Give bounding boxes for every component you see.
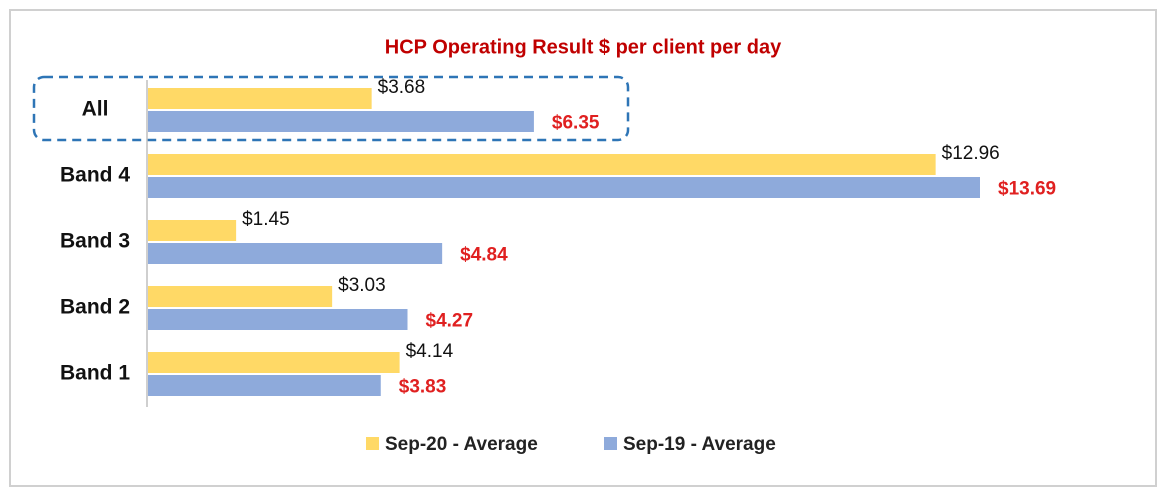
- data-label: $4.84: [460, 245, 508, 266]
- data-label: $3.68: [378, 77, 426, 98]
- bar: [148, 286, 333, 307]
- legend-swatch: [366, 437, 379, 450]
- legend-label: Sep-20 - Average: [385, 434, 538, 455]
- category-label: Band 3: [60, 230, 130, 253]
- data-label: $13.69: [998, 179, 1056, 200]
- bar: [148, 220, 237, 241]
- data-label: $4.14: [406, 341, 454, 362]
- highlight-box: [32, 75, 630, 142]
- data-label: $1.45: [242, 209, 290, 230]
- data-label: $12.96: [942, 143, 1000, 164]
- bar: [148, 243, 443, 264]
- chart-title: HCP Operating Result $ per client per da…: [385, 36, 782, 58]
- category-label: Band 4: [60, 164, 130, 187]
- data-label: $3.03: [338, 275, 386, 296]
- data-label: $3.83: [399, 377, 447, 398]
- bar: [148, 154, 936, 175]
- category-label: Band 1: [60, 362, 130, 385]
- data-label: $6.35: [552, 113, 600, 134]
- legend-swatch: [604, 437, 617, 450]
- data-label: $4.27: [426, 311, 474, 332]
- bar: [148, 375, 381, 396]
- bar: [148, 352, 400, 373]
- bar: [148, 111, 534, 132]
- bar: [148, 177, 980, 198]
- bar: [148, 309, 408, 330]
- category-label: Band 2: [60, 296, 130, 319]
- bar: [148, 88, 372, 109]
- category-label: All: [82, 98, 109, 121]
- legend-label: Sep-19 - Average: [623, 434, 776, 455]
